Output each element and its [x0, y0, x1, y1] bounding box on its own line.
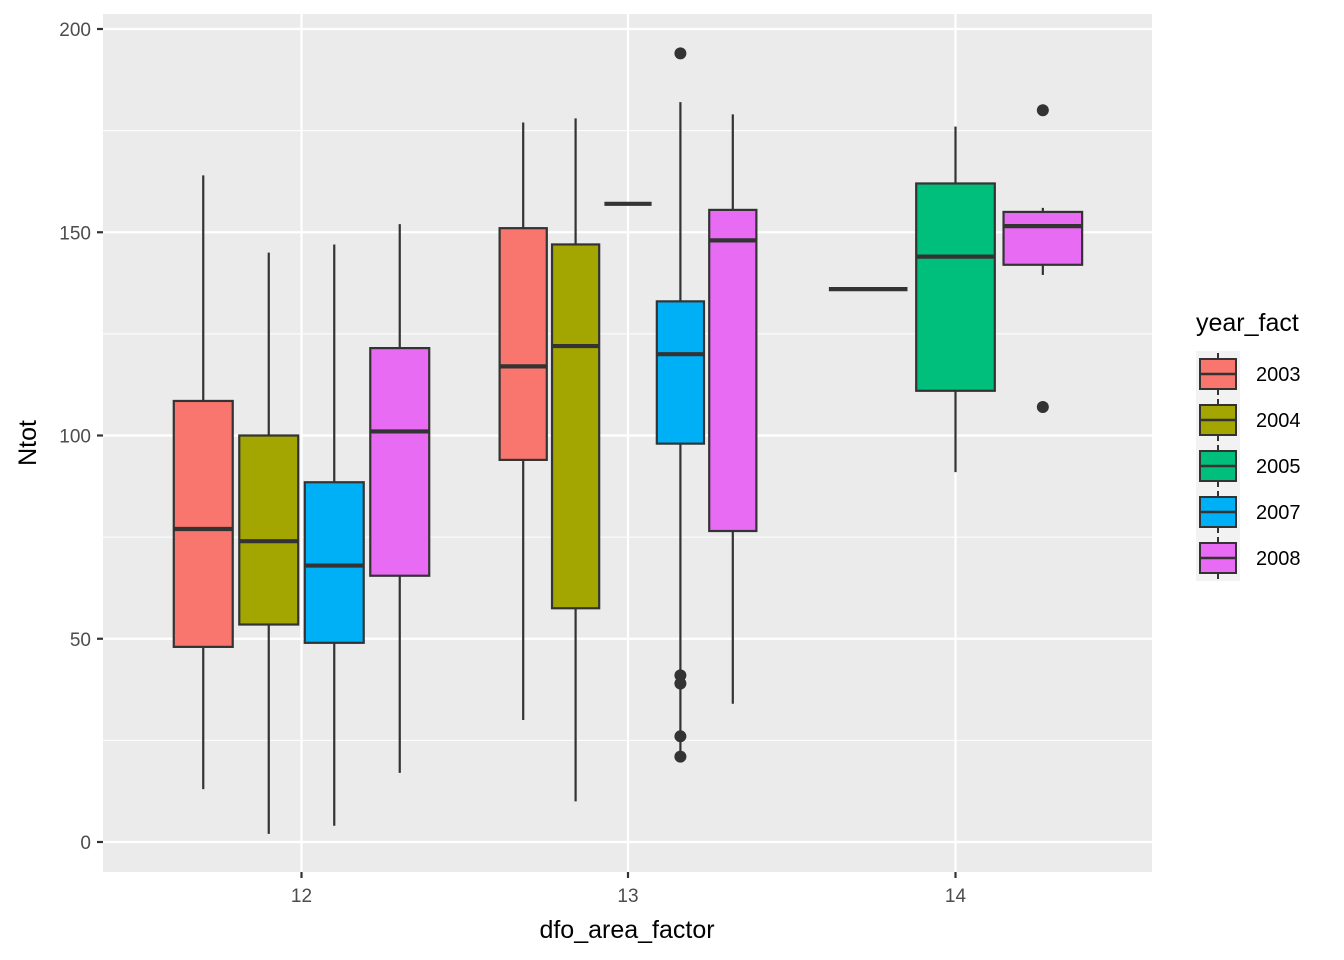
legend-label: 2003	[1256, 364, 1301, 386]
box-body	[238, 434, 300, 626]
legend: year_fact 2003 2004 2005 2007 2008	[1196, 309, 1301, 581]
box-12-2008	[369, 224, 431, 773]
x-axis-ticks: 12 13 14	[291, 872, 967, 907]
box-body	[708, 208, 758, 533]
box-body	[915, 182, 996, 392]
box-14-2008	[1002, 104, 1084, 414]
x-tick-label: 12	[291, 886, 312, 907]
boxes	[172, 47, 1084, 834]
box-13-2003	[498, 122, 548, 721]
box-body	[369, 347, 431, 577]
legend-key-2004: 2004	[1196, 397, 1301, 443]
box-12-2004	[238, 252, 300, 834]
outlier-point	[674, 750, 687, 763]
legend-label: 2004	[1256, 410, 1301, 432]
y-axis-title: Ntot	[14, 420, 42, 466]
box-12-2007	[303, 244, 365, 826]
y-tick-label: 50	[70, 630, 91, 651]
box-body	[1002, 210, 1084, 266]
x-tick-label: 14	[945, 886, 967, 907]
box-body	[498, 227, 548, 461]
legend-title: year_fact	[1196, 309, 1299, 337]
box-13-2007	[655, 47, 706, 763]
x-tick-label: 13	[617, 886, 638, 907]
legend-key-2008: 2008	[1196, 535, 1301, 581]
box-body	[655, 300, 706, 445]
legend-label: 2005	[1256, 456, 1301, 478]
x-axis-title: dfo_area_factor	[539, 916, 714, 944]
outlier-point	[1036, 401, 1049, 414]
outlier-point	[674, 47, 687, 60]
y-tick-label: 100	[59, 427, 91, 448]
y-axis-ticks: 0 50 100 150 200	[59, 20, 103, 854]
box-body	[303, 481, 365, 644]
box-body	[172, 399, 234, 648]
legend-key-2005: 2005	[1196, 443, 1301, 489]
box-12-2003	[172, 175, 234, 790]
legend-key-2007: 2007	[1196, 489, 1301, 535]
box-13-2008	[708, 114, 758, 704]
y-tick-label: 150	[59, 223, 91, 244]
outlier-point	[674, 730, 687, 743]
box-body	[550, 243, 601, 610]
legend-key-2003: 2003	[1196, 351, 1301, 397]
legend-label: 2008	[1256, 548, 1301, 570]
outlier-point	[674, 677, 687, 690]
y-tick-label: 0	[80, 833, 91, 854]
y-tick-label: 200	[59, 20, 91, 41]
outlier-point	[1036, 104, 1049, 117]
box-14-2005	[915, 126, 996, 473]
box-13-2004	[550, 118, 601, 802]
legend-label: 2007	[1256, 502, 1301, 524]
